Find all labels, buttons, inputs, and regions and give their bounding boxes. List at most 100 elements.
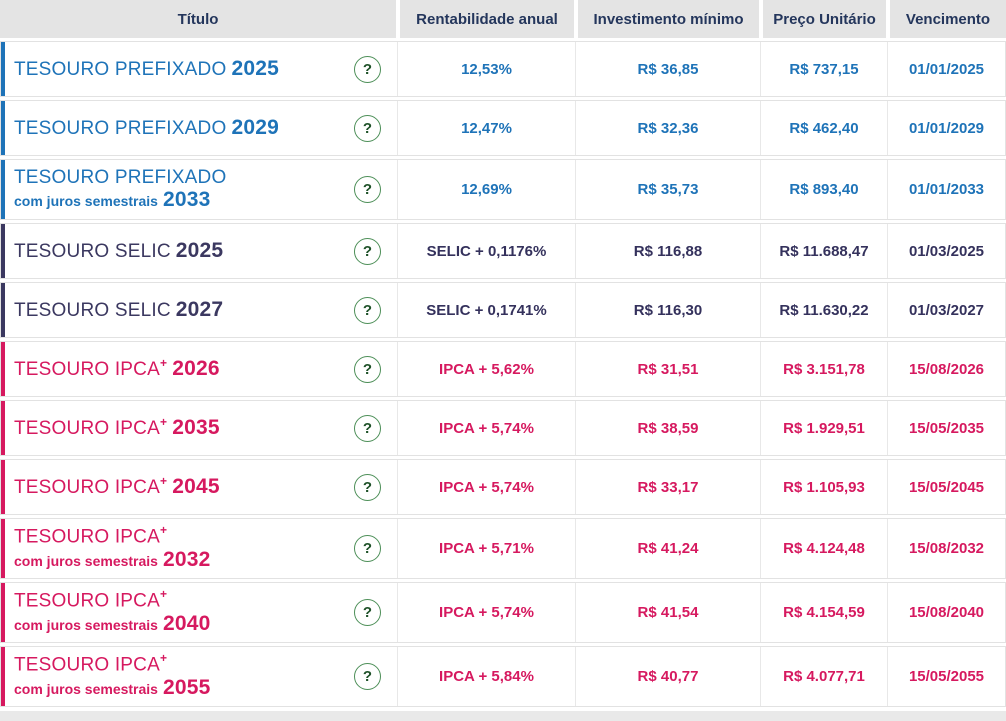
help-icon[interactable]: ? bbox=[354, 237, 381, 265]
bond-year: 2055 bbox=[162, 676, 211, 700]
help-icon[interactable]: ? bbox=[354, 599, 381, 626]
row-accent-bar bbox=[1, 583, 5, 642]
plus-superscript: + bbox=[159, 587, 168, 602]
help-icon[interactable]: ? bbox=[354, 473, 381, 501]
bond-title-cell: TESOURO PREFIXADO com juros semestrais 20… bbox=[5, 160, 397, 219]
bond-unit-price: R$ 3.151,78 bbox=[760, 342, 887, 396]
plus-superscript: + bbox=[159, 651, 168, 666]
help-icon[interactable]: ? bbox=[354, 535, 381, 562]
bond-name: TESOURO IPCA+ com juros semestrais 2040 bbox=[14, 587, 211, 636]
bond-name-text: TESOURO IPCA+ bbox=[14, 651, 168, 676]
row-accent-bar bbox=[1, 401, 5, 455]
bond-name-text: TESOURO IPCA+ bbox=[14, 523, 168, 548]
table-header: Título Rentabilidade anual Investimento … bbox=[0, 0, 1006, 38]
bond-min-investment: R$ 40,77 bbox=[575, 647, 760, 706]
bond-maturity: 01/01/2025 bbox=[887, 42, 1005, 96]
bond-title-cell: TESOURO PREFIXADO 2025 ? bbox=[5, 42, 397, 96]
plus-superscript: + bbox=[159, 414, 168, 429]
bond-subtitle-line: com juros semestrais 2040 bbox=[14, 612, 211, 636]
bond-rate: IPCA + 5,62% bbox=[397, 342, 575, 396]
bond-name: TESOURO PREFIXADO 2029 bbox=[14, 116, 279, 140]
bond-rate: SELIC + 0,1176% bbox=[397, 224, 575, 278]
table-body: TESOURO PREFIXADO 2025 ? 12,53% R$ 36,85 … bbox=[0, 38, 1006, 707]
bond-name-text: TESOURO IPCA bbox=[14, 359, 160, 381]
bond-name: TESOURO PREFIXADO 2025 bbox=[14, 57, 279, 81]
bond-year: 2045 bbox=[172, 475, 220, 499]
bond-title-cell: TESOURO IPCA+ 2026 ? bbox=[5, 342, 397, 396]
help-icon[interactable]: ? bbox=[354, 355, 381, 383]
bond-maturity: 15/05/2035 bbox=[887, 401, 1005, 455]
help-icon[interactable]: ? bbox=[354, 114, 381, 142]
bond-min-investment: R$ 38,59 bbox=[575, 401, 760, 455]
bond-rate: IPCA + 5,74% bbox=[397, 401, 575, 455]
bond-name-text: TESOURO SELIC bbox=[14, 300, 171, 322]
bond-name-text: TESOURO IPCA+ bbox=[14, 587, 168, 612]
bond-maturity: 15/05/2045 bbox=[887, 460, 1005, 514]
plus-superscript: + bbox=[159, 473, 168, 488]
bond-rate: IPCA + 5,74% bbox=[397, 583, 575, 642]
bond-rate: 12,47% bbox=[397, 101, 575, 155]
help-icon[interactable]: ? bbox=[354, 296, 381, 324]
bond-unit-price: R$ 1.105,93 bbox=[760, 460, 887, 514]
row-accent-bar bbox=[1, 647, 5, 706]
bond-row-ipca-2026[interactable]: TESOURO IPCA+ 2026 ? IPCA + 5,62% R$ 31,5… bbox=[0, 341, 1006, 397]
help-icon[interactable]: ? bbox=[354, 55, 381, 83]
bond-min-investment: R$ 41,24 bbox=[575, 519, 760, 578]
bond-year: 2032 bbox=[162, 548, 211, 572]
bond-row-selic-2027[interactable]: TESOURO SELIC 2027 ? SELIC + 0,1741% R$ 1… bbox=[0, 282, 1006, 338]
bond-name-text: TESOURO PREFIXADO bbox=[14, 118, 227, 140]
bond-row-ipca-2035[interactable]: TESOURO IPCA+ 2035 ? IPCA + 5,74% R$ 38,5… bbox=[0, 400, 1006, 456]
help-icon[interactable]: ? bbox=[354, 176, 381, 203]
row-accent-bar bbox=[1, 342, 5, 396]
bond-row-ipca-juros-2032[interactable]: TESOURO IPCA+ com juros semestrais 2032 ?… bbox=[0, 518, 1006, 579]
bond-unit-price: R$ 737,15 bbox=[760, 42, 887, 96]
bond-min-investment: R$ 35,73 bbox=[575, 160, 760, 219]
bond-row-prefixado-juros-2033[interactable]: TESOURO PREFIXADO com juros semestrais 20… bbox=[0, 159, 1006, 220]
bond-subtitle-line: com juros semestrais 2055 bbox=[14, 676, 211, 700]
page-background-strip bbox=[0, 711, 1006, 721]
bond-unit-price: R$ 11.630,22 bbox=[760, 283, 887, 337]
bond-unit-price: R$ 4.154,59 bbox=[760, 583, 887, 642]
column-header-titulo: Título bbox=[0, 0, 396, 38]
bond-row-prefixado-2029[interactable]: TESOURO PREFIXADO 2029 ? 12,47% R$ 32,36 … bbox=[0, 100, 1006, 156]
bond-rate: 12,53% bbox=[397, 42, 575, 96]
help-icon[interactable]: ? bbox=[354, 414, 381, 442]
plus-superscript: + bbox=[159, 523, 168, 538]
bond-subtitle: com juros semestrais bbox=[14, 617, 158, 634]
bond-maturity: 01/03/2027 bbox=[887, 283, 1005, 337]
column-header-preco-unitario: Preço Unitário bbox=[763, 0, 886, 38]
plus-superscript: + bbox=[159, 355, 168, 370]
bond-year: 2025 bbox=[175, 239, 224, 263]
bond-row-ipca-juros-2055[interactable]: TESOURO IPCA+ com juros semestrais 2055 ?… bbox=[0, 646, 1006, 707]
bond-min-investment: R$ 116,88 bbox=[575, 224, 760, 278]
bond-unit-price: R$ 4.124,48 bbox=[760, 519, 887, 578]
bond-year: 2035 bbox=[172, 416, 220, 440]
bond-unit-price: R$ 4.077,71 bbox=[760, 647, 887, 706]
bond-rate: IPCA + 5,71% bbox=[397, 519, 575, 578]
bond-year: 2040 bbox=[162, 612, 211, 636]
bond-min-investment: R$ 31,51 bbox=[575, 342, 760, 396]
bond-name: TESOURO IPCA+ com juros semestrais 2032 bbox=[14, 523, 211, 572]
bond-row-ipca-juros-2040[interactable]: TESOURO IPCA+ com juros semestrais 2040 ?… bbox=[0, 582, 1006, 643]
bond-subtitle: com juros semestrais bbox=[14, 553, 158, 570]
row-accent-bar bbox=[1, 101, 5, 155]
bond-name-text: TESOURO IPCA bbox=[14, 418, 160, 440]
bond-row-prefixado-2025[interactable]: TESOURO PREFIXADO 2025 ? 12,53% R$ 36,85 … bbox=[0, 41, 1006, 97]
bond-maturity: 01/01/2033 bbox=[887, 160, 1005, 219]
bond-name: TESOURO IPCA+ 2035 bbox=[14, 414, 220, 440]
bond-min-investment: R$ 116,30 bbox=[575, 283, 760, 337]
bond-title-cell: TESOURO SELIC 2027 ? bbox=[5, 283, 397, 337]
bond-rate: 12,69% bbox=[397, 160, 575, 219]
bond-title-cell: TESOURO SELIC 2025 ? bbox=[5, 224, 397, 278]
bond-title-cell: TESOURO IPCA+ com juros semestrais 2040 ? bbox=[5, 583, 397, 642]
help-icon[interactable]: ? bbox=[354, 663, 381, 690]
bond-row-selic-2025[interactable]: TESOURO SELIC 2025 ? SELIC + 0,1176% R$ 1… bbox=[0, 223, 1006, 279]
bond-title-cell: TESOURO IPCA+ com juros semestrais 2032 ? bbox=[5, 519, 397, 578]
bond-title-cell: TESOURO IPCA+ com juros semestrais 2055 ? bbox=[5, 647, 397, 706]
bond-maturity: 15/08/2032 bbox=[887, 519, 1005, 578]
bond-name: TESOURO IPCA+ 2026 bbox=[14, 355, 220, 381]
bond-subtitle-line: com juros semestrais 2033 bbox=[14, 188, 226, 212]
bond-row-ipca-2045[interactable]: TESOURO IPCA+ 2045 ? IPCA + 5,74% R$ 33,1… bbox=[0, 459, 1006, 515]
bond-name-text: TESOURO PREFIXADO bbox=[14, 167, 227, 189]
